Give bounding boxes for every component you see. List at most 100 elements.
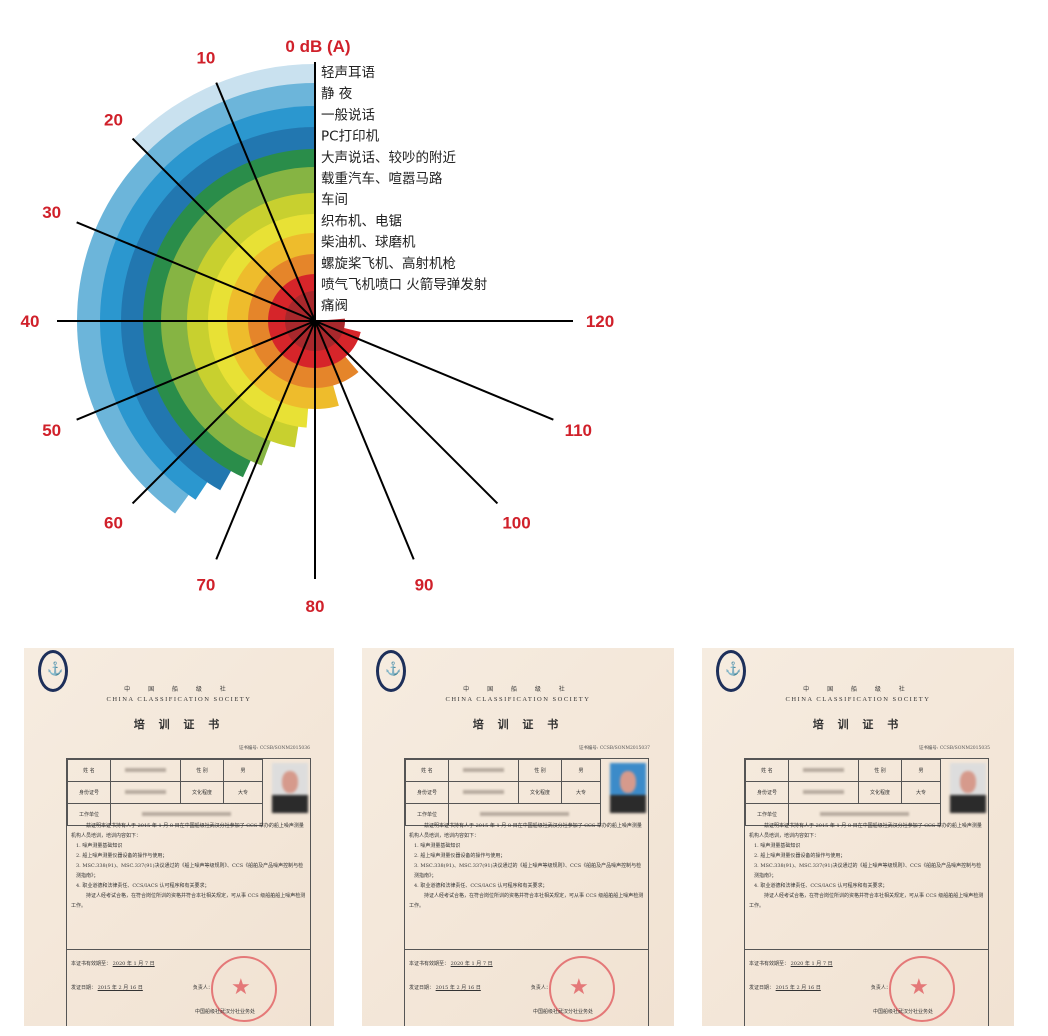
spoke-label: 40 [21, 312, 40, 331]
valid-value: 2020 年 1 月 7 日 [112, 961, 155, 967]
issue-label: 发证日期： [71, 985, 97, 991]
holder-photo [272, 763, 308, 813]
name-label: 姓 名 [745, 759, 789, 782]
issue-label: 发证日期： [749, 985, 775, 991]
legend-item: 轻声耳语 [321, 65, 375, 81]
edu-value: 大专 [222, 781, 264, 804]
body-outro: 持证人经考试合格，在符合岗位所训的资格并符合本社相关规定，可从事 CCS 级船舶… [749, 893, 984, 909]
training-item: 3. MSC.338(91)、MSC.337(91)决议通过的《船上噪声等级规则… [76, 863, 304, 879]
training-item: 3. MSC.338(91)、MSC.337(91)决议通过的《船上噪声等级规则… [754, 863, 982, 879]
certificate-footer: 本证书有效期至： 2020 年 1 月 7 日 发证日期： 2015 年 2 月… [404, 950, 649, 1026]
issue-label: 发证日期： [409, 985, 435, 991]
gender-label: 性 别 [518, 759, 562, 782]
certificate-title: 培 训 证 书 [812, 718, 904, 731]
official-stamp [549, 956, 615, 1022]
id-label: 身份证号 [405, 781, 449, 804]
certificate-body: 姓 名性 别男 身份证号 文化程度 大专 工作单位 兹证明本证书持有人于 2015 … [744, 758, 989, 950]
valid-value: 2020 年 1 月 7 日 [790, 961, 833, 967]
holder-photo [610, 763, 646, 813]
holder-info-table: 姓 名性 别男 身份证号 文化程度 大专 工作单位 [745, 759, 942, 826]
training-item: 4. 职业道德和法律责任、CCS/IACS 认可程序和有关要求； [76, 883, 210, 889]
edu-value: 大专 [560, 781, 602, 804]
legend-item: 车间 [321, 191, 348, 208]
legend-item: 载重汽车、喧嚣马路 [321, 170, 443, 187]
training-certificate: 中 国 船 级 社 CHINA CLASSIFICATION SOCIETY 培… [702, 648, 1014, 1026]
certificate-body: 姓 名性 别男 身份证号 文化程度 大专 工作单位 兹证明本证书持有人于 2015 … [66, 758, 311, 950]
spoke-line [131, 137, 316, 322]
edu-value: 大专 [900, 781, 942, 804]
training-item: 4. 职业道德和法律责任、CCS/IACS 认可程序和有关要求； [414, 883, 548, 889]
legend-item: 织布机、电锯 [321, 213, 402, 229]
name-value-blurred [109, 759, 182, 782]
legend-item: 螺旋桨飞机、高射机枪 [321, 255, 456, 272]
certificate-text: 兹证明本证书持有人于 2015 年 1 月 8 日在中国船级社武汉分社参加了 C… [409, 821, 645, 911]
spoke-line [314, 320, 499, 505]
legend-item: PC打印机 [321, 128, 380, 145]
training-item: 2. 船上噪声测量仪器设备的操作与使用； [414, 853, 506, 859]
id-value-blurred [447, 781, 520, 804]
certificate-title: 培 训 证 书 [133, 718, 225, 731]
spoke-line [76, 221, 316, 322]
gender-value: 男 [222, 759, 264, 782]
certificate-footer: 本证书有效期至： 2020 年 1 月 7 日 发证日期： 2015 年 2 月… [66, 950, 311, 1026]
name-value-blurred [787, 759, 860, 782]
certificate-footer: 本证书有效期至： 2020 年 1 月 7 日 发证日期： 2015 年 2 月… [744, 950, 989, 1026]
issuing-department: 中国船级社武汉分社业务处 [533, 1009, 594, 1015]
gender-label: 性 别 [858, 759, 902, 782]
legend-item: 大声说话、较吵的附近 [321, 150, 456, 166]
spoke-line [314, 320, 415, 560]
issue-value: 2015 年 2 月 16 日 [97, 985, 143, 991]
legend-item: 喷气飞机喷口 火箭导弹发射 [321, 276, 487, 293]
certificate-body: 姓 名性 别男 身份证号 文化程度 大专 工作单位 兹证明本证书持有人于 2015 … [404, 758, 649, 950]
id-value-blurred [787, 781, 860, 804]
certificate-number: 证书编号: CCSB/SONM2015037 [578, 746, 650, 751]
ccs-emblem-icon [716, 650, 746, 692]
spoke-label: 120 [586, 312, 614, 331]
org-name-cn: 中 国 船 级 社 [803, 686, 913, 693]
spoke-line [215, 82, 316, 322]
spoke-line [215, 320, 316, 560]
legend-item: 一般说话 [321, 107, 375, 123]
name-label: 姓 名 [405, 759, 449, 782]
body-intro: 兹证明本证书持有人于 2015 年 1 月 8 日在中国船级社武汉分社参加了 C… [749, 823, 982, 839]
spoke-label: 10 [196, 49, 215, 68]
certificate-number: 证书编号: CCSB/SONM2015036 [238, 746, 310, 751]
official-stamp [211, 956, 277, 1022]
valid-value: 2020 年 1 月 7 日 [450, 961, 493, 967]
spoke-label: 110 [565, 421, 592, 440]
legend-item: 痛阀 [321, 297, 348, 314]
official-stamp [889, 956, 955, 1022]
body-outro: 持证人经考试合格，在符合岗位所训的资格并符合本社相关规定，可从事 CCS 级船舶… [409, 893, 644, 909]
training-item: 2. 船上噪声测量仪器设备的操作与使用； [754, 853, 846, 859]
employer-value-blurred [109, 803, 264, 826]
id-value-blurred [109, 781, 182, 804]
org-name-cn: 中 国 船 级 社 [124, 686, 234, 693]
body-intro: 兹证明本证书持有人于 2015 年 1 月 8 日在中国船级社武汉分社参加了 C… [409, 823, 642, 839]
training-certificate: 中 国 船 级 社 CHINA CLASSIFICATION SOCIETY 培… [362, 648, 674, 1026]
spoke-label: 80 [306, 597, 325, 616]
holder-photo [950, 763, 986, 813]
certificate-number: 证书编号: CCSB/SONM2015035 [918, 746, 990, 751]
spoke-label: 30 [42, 203, 61, 222]
valid-label: 本证书有效期至： [71, 961, 112, 967]
edu-label: 文化程度 [858, 781, 902, 804]
signer-label: 负责人： [530, 985, 551, 991]
signer-label: 负责人： [870, 985, 891, 991]
issuing-department: 中国船级社武汉分社业务处 [873, 1009, 934, 1015]
training-item: 1. 噪声测量基础知识 [754, 843, 801, 849]
training-item: 3. MSC.338(91)、MSC.337(91)决议通过的《船上噪声等级规则… [414, 863, 642, 879]
spoke-label: 100 [502, 514, 530, 533]
issue-value: 2015 年 2 月 16 日 [775, 985, 821, 991]
training-item: 1. 噪声测量基础知识 [414, 843, 461, 849]
employer-value-blurred [787, 803, 942, 826]
holder-info-table: 姓 名性 别男 身份证号 文化程度 大专 工作单位 [405, 759, 602, 826]
signer-label: 负责人： [192, 985, 213, 991]
employer-value-blurred [447, 803, 602, 826]
certificate-text: 兹证明本证书持有人于 2015 年 1 月 8 日在中国船级社武汉分社参加了 C… [749, 821, 985, 911]
spoke-label: 60 [104, 514, 123, 533]
legend-item: 静 夜 [321, 86, 353, 102]
spoke-line [131, 320, 316, 505]
spoke-label: 90 [415, 575, 434, 594]
spoke-label: 70 [196, 575, 215, 594]
